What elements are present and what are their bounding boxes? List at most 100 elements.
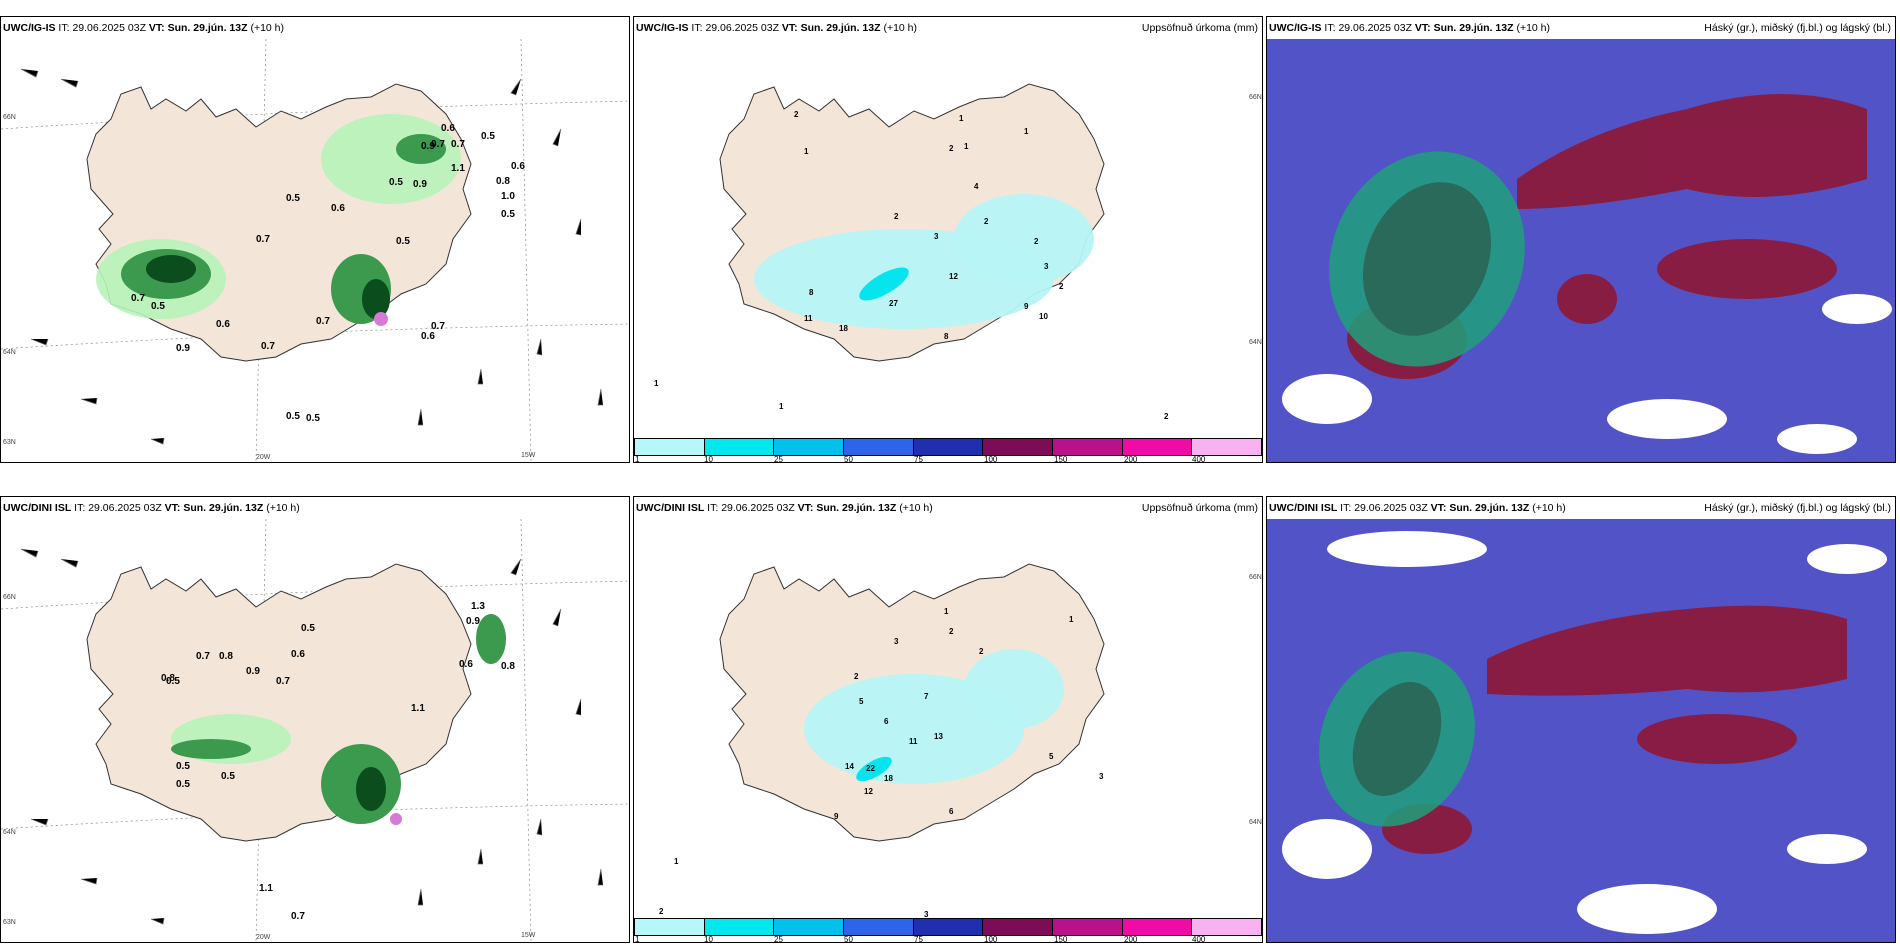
lat-label: 64N — [1249, 819, 1262, 826]
value-label: 0.6 — [441, 123, 455, 134]
colorbar-cell — [704, 919, 775, 935]
colorbar-tick: 100 — [984, 935, 998, 943]
value-label: 10 — [1039, 312, 1048, 321]
value-label: 9 — [1024, 302, 1029, 311]
colorbar-cell — [1192, 439, 1262, 455]
value-label: 0.9 — [413, 179, 427, 190]
panel-title: UWC/DINI ISL IT: 29.06.2025 03Z VT: Sun.… — [636, 502, 933, 514]
value-label: 12 — [949, 272, 958, 281]
precip-value-labels: 0.6 0.5 0.7 0.9 0.7 1.1 0.8 0.6 1.0 0.5 … — [131, 123, 525, 424]
value-label: 0.5 — [176, 761, 190, 772]
value-label: 1 — [674, 857, 679, 866]
value-label: 0.7 — [451, 139, 465, 150]
mid-cloud-field — [1282, 531, 1887, 934]
value-label: 11 — [804, 314, 813, 323]
colorbar-cell — [1192, 919, 1262, 935]
value-label: 2 — [1059, 282, 1064, 291]
accum-field — [804, 649, 1064, 784]
colorbar-tick: 25 — [774, 935, 783, 943]
lon-label: 20W — [256, 934, 271, 941]
panel-subtitle: Uppsöfnuð úrkoma (mm) — [1141, 502, 1258, 514]
value-label: 1 — [964, 142, 969, 151]
value-label: 0.9 — [466, 616, 480, 627]
colorbar-cell — [1122, 439, 1193, 455]
colorbar-cell — [774, 919, 845, 935]
precip-wind-map: 0.6 0.5 0.7 0.9 0.7 1.1 0.8 0.6 1.0 0.5 … — [1, 39, 629, 462]
colorbar-tick: 50 — [844, 935, 853, 943]
precip-wind-map: 1.3 0.9 0.5 0.6 0.8 0.5 0.7 0.8 0.9 0.7 … — [1, 519, 629, 942]
value-label: 14 — [845, 762, 854, 771]
value-label: 2 — [659, 907, 664, 916]
precip-field — [96, 114, 461, 326]
panel-title: UWC/IG-IS IT: 29.06.2025 03Z VT: Sun. 29… — [3, 22, 285, 34]
value-label: 1 — [779, 402, 784, 411]
value-label: 8 — [809, 288, 814, 297]
precip-value-labels: 1.3 0.9 0.5 0.6 0.8 0.5 0.7 0.8 0.9 0.7 … — [161, 601, 515, 922]
value-label: 0.8 — [161, 673, 175, 684]
value-label: 2 — [854, 672, 859, 681]
value-label: 0.7 — [431, 321, 445, 332]
colorbar-cell — [1053, 919, 1123, 935]
value-label: 2 — [1164, 412, 1169, 421]
accum-value-labels: 1 2 3 2 2 5 7 6 13 11 14 22 18 12 9 6 5 … — [659, 607, 1104, 919]
value-label: 0.7 — [256, 234, 270, 245]
value-label: 1.1 — [259, 883, 273, 894]
value-label: 0.8 — [496, 176, 510, 187]
colorbar-tick: 100 — [984, 455, 998, 463]
value-label: 1 — [1024, 127, 1029, 136]
green-cloud-field — [1319, 651, 1475, 827]
panel-dini-accum-precip: UWC/DINI ISL IT: 29.06.2025 03Z VT: Sun.… — [633, 496, 1263, 943]
value-label: 0.7 — [196, 651, 210, 662]
value-label: 0.5 — [301, 623, 315, 634]
lat-label: 63N — [3, 439, 16, 446]
value-label: 0.5 — [501, 209, 515, 220]
panel-subtitle: Háský (gr.), miðský (fj.bl.) og lágský (… — [1704, 502, 1891, 514]
value-label: 0.5 — [286, 411, 300, 422]
value-label: 0.5 — [176, 779, 190, 790]
value-label: 0.5 — [166, 676, 180, 687]
value-label: 1 — [959, 114, 964, 123]
value-label: 0.5 — [396, 236, 410, 247]
cloud-cover-map — [1267, 39, 1895, 462]
value-label: 18 — [884, 774, 893, 783]
value-label: 0.9 — [246, 666, 260, 677]
value-label: 0.6 — [459, 659, 473, 670]
value-label: 3 — [924, 910, 929, 919]
lat-label: 66N — [3, 594, 16, 601]
lat-label: 66N — [1249, 94, 1262, 101]
value-label: 0.6 — [291, 649, 305, 660]
value-label: 0.6 — [511, 161, 525, 172]
panel-igis-accum-precip: UWC/IG-IS IT: 29.06.2025 03Z VT: Sun. 29… — [633, 16, 1263, 463]
colorbar-cell — [913, 919, 984, 935]
lat-label: 63N — [3, 919, 16, 926]
colorbar-tick: 25 — [774, 455, 783, 463]
panel-title: UWC/DINI ISL IT: 29.06.2025 03Z VT: Sun.… — [3, 502, 300, 514]
panel-subtitle: Háský (gr.), miðský (fj.bl.) og lágský (… — [1704, 22, 1891, 34]
value-label: 2 — [1034, 237, 1039, 246]
value-label: 0.7 — [316, 316, 330, 327]
value-label: 2 — [949, 627, 954, 636]
value-label: 22 — [866, 764, 875, 773]
value-label: 3 — [894, 637, 899, 646]
value-label: 2 — [949, 144, 954, 153]
colorbar-tick: 75 — [914, 455, 923, 463]
value-label: 5 — [1049, 752, 1054, 761]
value-label: 7 — [924, 692, 929, 701]
lat-label: 66N — [3, 114, 16, 121]
colorbar-cell — [635, 439, 705, 455]
colorbar-cell — [635, 919, 705, 935]
mid-cloud-field — [1282, 294, 1892, 454]
colorbar-cell — [913, 439, 984, 455]
value-label: 6 — [949, 807, 954, 816]
value-label: 1 — [804, 147, 809, 156]
colorbar-cell — [844, 439, 914, 455]
value-label: 0.5 — [286, 193, 300, 204]
accum-value-labels: 2 1 1 2 1 1 2 3 2 2 4 3 2 12 27 18 8 11 … — [654, 110, 1169, 421]
accum-field — [754, 194, 1094, 329]
green-cloud-field — [1329, 151, 1525, 367]
value-label: 27 — [889, 299, 898, 308]
value-label: 3 — [934, 232, 939, 241]
panel-title: UWC/DINI ISL IT: 29.06.2025 03Z VT: Sun.… — [1269, 502, 1566, 514]
colorbar-cell — [983, 919, 1054, 935]
colorbar-tick: 10 — [704, 455, 713, 463]
